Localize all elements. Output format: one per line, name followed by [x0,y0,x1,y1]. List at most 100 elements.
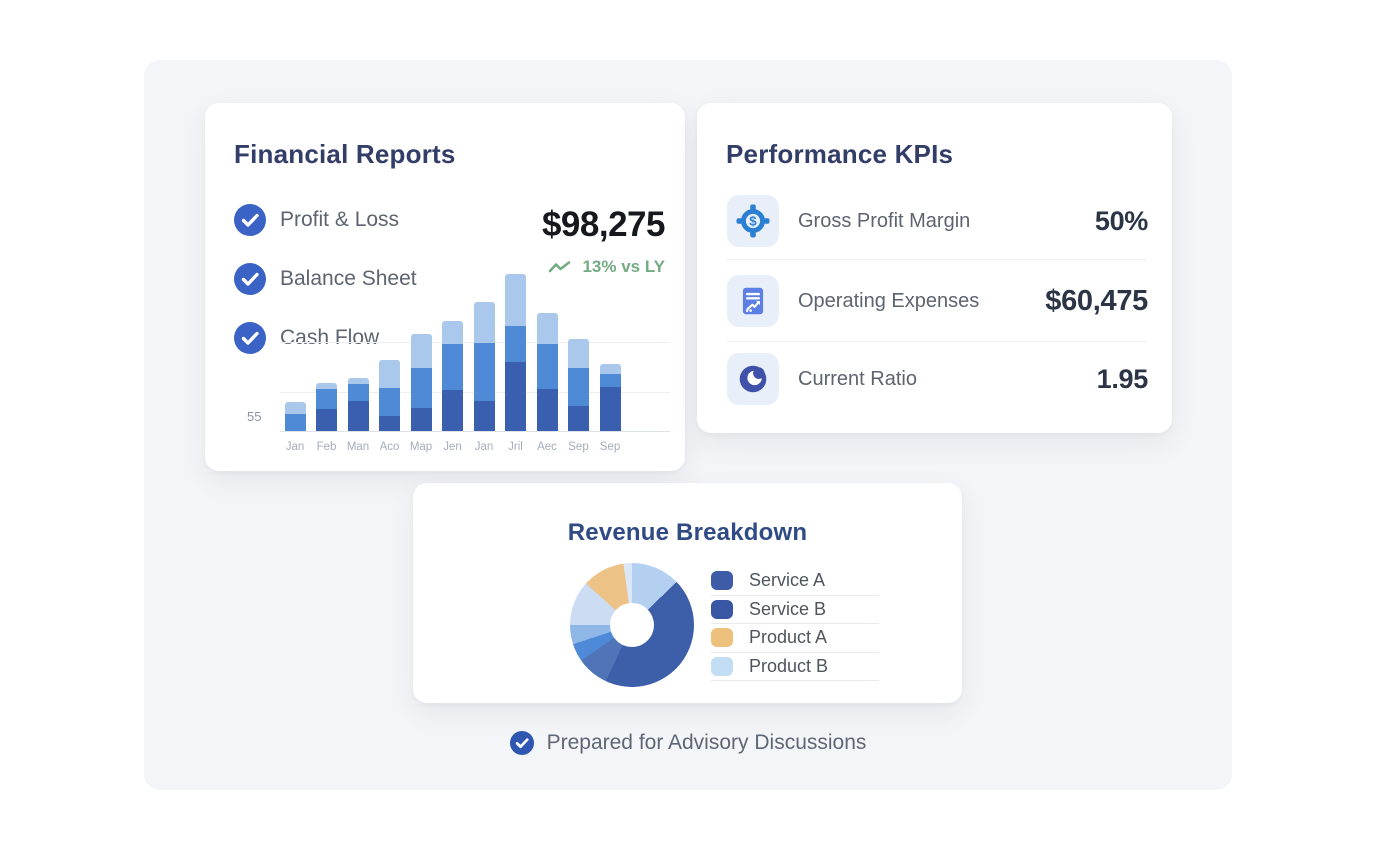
legend-label: Service B [749,598,827,619]
dark-blue-segment [473,401,495,431]
dark-blue-segment [536,389,558,431]
bar-1 [284,402,306,431]
mid-blue-segment [536,344,558,389]
legend-swatch [711,656,733,676]
ratio-pie-icon [739,365,767,393]
light-blue-segment [410,334,432,368]
checklist-item-label: Balance Sheet [280,267,417,290]
bar-11 [599,364,621,431]
report-checklist: Profit & Loss Balance Sheet Cash Flow [234,204,417,381]
legend-label: Product A [749,627,828,648]
light-blue-segment [442,321,463,344]
performance-kpis-card: Performance KPIs $ Gross Profit Margin 5… [697,103,1172,433]
total-value-block: $98,275 13% vs LY [542,205,666,277]
checklist-item-label: Profit & Loss [280,208,400,231]
bar-3 [347,378,369,431]
light-blue-segment [505,274,526,326]
x-axis-label: Jan [285,441,305,453]
dark-blue-segment [379,416,400,431]
legend-item-service-a: Service A [711,567,879,596]
month-axis-labels: Jan Feb Man Aco Map Jen Jan Jril Aec Sep Sep [280,441,670,457]
mid-blue-segment [410,368,432,408]
legend-swatch [711,571,733,591]
bar-6 [442,321,463,431]
kpi-value: $60,475 [1045,284,1148,317]
x-axis-label: Man [346,441,370,453]
x-axis-label: Sep [568,441,589,453]
light-blue-segment [379,360,400,388]
legend-swatch [711,599,733,619]
kpi-label: Gross Profit Margin [798,209,971,232]
mid-blue-segment [347,384,369,401]
expenses-document-icon [742,287,764,315]
kpi-icon-tile [727,353,779,405]
bar-8 [505,274,526,431]
svg-text:$: $ [749,214,757,229]
x-axis-label: Jen [443,441,462,453]
x-axis-label: Aec [537,441,557,453]
kpi-icon-tile: $ [727,195,779,247]
x-axis-label: Map [409,441,433,453]
kpi-label: Current Ratio [798,367,917,390]
trend-up-icon [549,261,571,273]
footer: Prepared for Advisory Discussions [144,731,1232,755]
light-blue-segment [316,383,337,389]
kpi-row-current-ratio: Current Ratio 1.95 [727,347,1148,411]
kpi-label: Operating Expenses [798,289,980,312]
x-axis-label: Feb [316,441,337,453]
bar-7 [473,302,495,431]
revenue-breakdown-title: Revenue Breakdown [567,519,808,546]
legend-swatch [711,628,733,648]
dollar-target-icon: $ [736,204,770,238]
light-blue-segment [568,339,589,368]
dark-blue-segment [410,408,432,431]
checklist-item-profit-loss[interactable]: Profit & Loss [234,204,417,236]
y-axis-tick-label: 55 [247,409,262,424]
bar-2 [316,383,337,431]
bar-4 [379,360,400,431]
check-circle-icon [234,204,266,236]
x-axis-label: Jril [508,441,523,453]
checklist-item-cash-flow[interactable]: Cash Flow [234,322,417,354]
checklist-item-label: Cash Flow [280,326,380,349]
revenue-legend: Service A Service B Product A Product B [711,567,879,681]
mid-blue-segment [379,388,400,416]
dark-blue-segment [347,401,369,431]
mid-blue-segment [505,326,526,362]
trend-label: 13% vs LY [582,257,665,276]
x-axis-label: Aco [379,441,400,453]
mid-blue-segment [473,343,495,401]
financial-reports-card: Financial Reports Profit & Loss Balance … [205,103,685,471]
legend-item-product-a: Product A [711,624,879,653]
kpi-row-gross-profit-margin: $ Gross Profit Margin 50% [727,189,1148,253]
dashboard-panel: Financial Reports Profit & Loss Balance … [144,60,1232,790]
x-axis-label: Jan [474,441,494,453]
monthly-bar-chart [280,268,670,432]
performance-kpis-title: Performance KPIs [726,139,954,169]
dark-blue-segment [442,390,463,431]
kpi-value: 1.95 [1096,363,1149,394]
checklist-item-balance-sheet[interactable]: Balance Sheet [234,263,417,295]
light-blue-segment [599,364,621,374]
light-blue-segment [284,402,306,414]
light-blue-segment [347,378,369,384]
light-blue-segment [473,302,495,343]
mid-blue-segment [284,414,306,431]
row-divider [727,341,1147,342]
x-axis-label: Sep [599,441,621,453]
bar-5 [410,334,432,431]
financial-reports-title: Financial Reports [234,139,456,169]
kpi-icon-tile [727,275,779,327]
trend-row: 13% vs LY [542,257,665,277]
check-circle-icon [234,263,266,295]
donut-hole [610,603,654,647]
kpi-value: 50% [1094,205,1148,236]
check-circle-icon [234,322,266,354]
legend-item-service-b: Service B [711,596,879,624]
bar-10 [568,339,589,431]
dark-blue-segment [316,409,337,431]
mid-blue-segment [599,374,621,387]
kpi-row-operating-expenses: Operating Expenses $60,475 [727,269,1148,333]
dark-blue-segment [599,387,621,431]
legend-label: Product B [749,655,829,676]
